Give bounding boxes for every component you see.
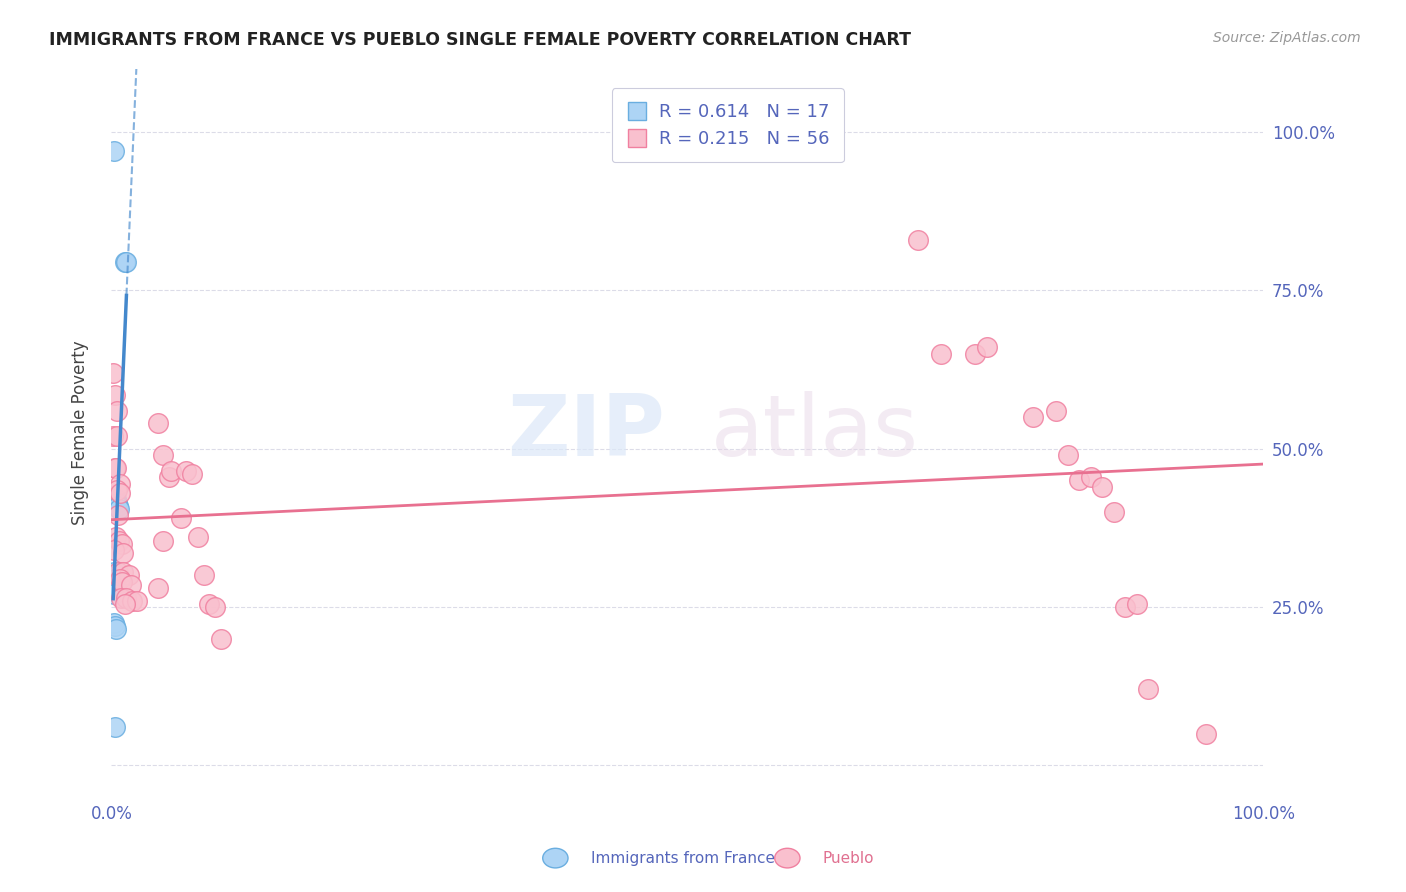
Point <box>110 591 132 605</box>
Text: Pueblo: Pueblo <box>823 851 875 865</box>
Point <box>104 572 127 586</box>
Point <box>118 568 141 582</box>
Point <box>103 584 125 599</box>
Point <box>929 346 952 360</box>
Point <box>105 429 128 443</box>
Point <box>152 533 174 548</box>
Point <box>1056 448 1078 462</box>
Point <box>107 499 129 513</box>
Text: IMMIGRANTS FROM FRANCE VS PUEBLO SINGLE FEMALE POVERTY CORRELATION CHART: IMMIGRANTS FROM FRANCE VS PUEBLO SINGLE … <box>49 31 911 49</box>
Y-axis label: Single Female Poverty: Single Female Poverty <box>72 341 89 525</box>
Point <box>101 429 124 443</box>
Point <box>101 366 124 380</box>
Point <box>121 593 143 607</box>
Point <box>105 495 128 509</box>
Point <box>187 530 209 544</box>
Point <box>209 632 232 646</box>
Point <box>115 591 138 605</box>
Point <box>125 593 148 607</box>
Point <box>1114 600 1136 615</box>
Point <box>157 470 180 484</box>
Point <box>1125 597 1147 611</box>
Point <box>105 568 128 582</box>
Point <box>160 464 183 478</box>
Point <box>1069 474 1091 488</box>
Point <box>1102 505 1125 519</box>
Point <box>105 530 128 544</box>
Point <box>108 572 131 586</box>
Text: Source: ZipAtlas.com: Source: ZipAtlas.com <box>1213 31 1361 45</box>
Point <box>169 511 191 525</box>
Point <box>1137 682 1160 697</box>
Text: atlas: atlas <box>710 392 918 475</box>
Point <box>105 578 128 592</box>
Point <box>104 460 127 475</box>
Point <box>104 721 127 735</box>
Point <box>181 467 204 481</box>
Point <box>108 501 131 516</box>
Point <box>111 537 134 551</box>
Point <box>1195 727 1218 741</box>
Point <box>198 597 221 611</box>
Point <box>103 615 125 630</box>
Point <box>115 254 138 268</box>
Point <box>146 581 169 595</box>
Point <box>108 486 131 500</box>
Point <box>176 464 198 478</box>
Point <box>107 566 129 580</box>
Point <box>1091 480 1114 494</box>
Point <box>105 460 128 475</box>
Point <box>204 600 226 615</box>
Point <box>103 587 125 601</box>
Point <box>107 508 129 523</box>
Point <box>114 597 136 611</box>
Point <box>792 125 814 139</box>
Point <box>193 568 215 582</box>
Point <box>111 566 134 580</box>
Point <box>111 574 134 589</box>
Point <box>120 578 142 592</box>
Point <box>111 546 134 560</box>
Point <box>105 403 128 417</box>
Point <box>103 543 125 558</box>
Point <box>1080 470 1102 484</box>
Point <box>152 448 174 462</box>
Point <box>146 417 169 431</box>
Point <box>103 144 125 158</box>
Point <box>965 346 987 360</box>
Point <box>103 566 125 580</box>
Point <box>105 622 128 636</box>
Point <box>976 340 998 354</box>
Point <box>104 619 127 633</box>
Point <box>105 492 128 507</box>
Text: ZIP: ZIP <box>506 392 665 475</box>
Point <box>108 476 131 491</box>
Point <box>1045 403 1067 417</box>
Point <box>114 254 136 268</box>
Text: Immigrants from France: Immigrants from France <box>591 851 775 865</box>
Point <box>1022 409 1045 424</box>
Point <box>105 483 128 497</box>
Point <box>104 388 127 402</box>
Point <box>108 533 131 548</box>
Point <box>907 233 929 247</box>
Legend: R = 0.614   N = 17, R = 0.215   N = 56: R = 0.614 N = 17, R = 0.215 N = 56 <box>612 88 844 162</box>
